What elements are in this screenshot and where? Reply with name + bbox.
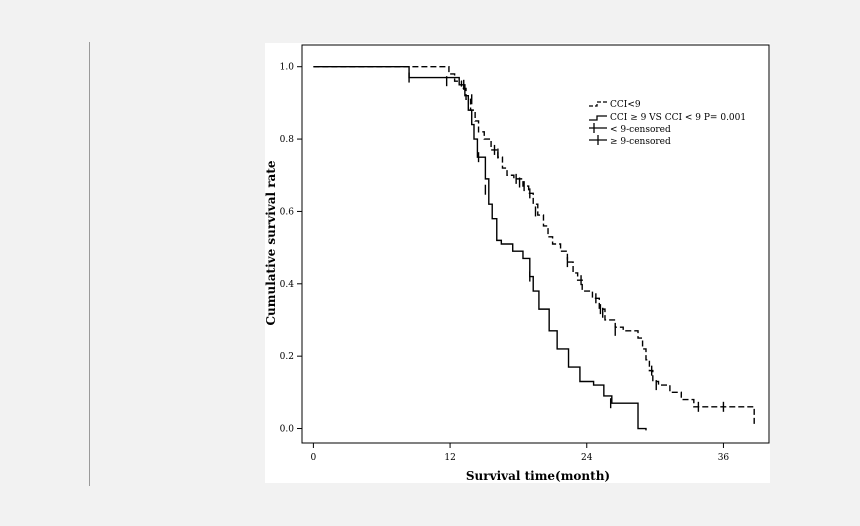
legend-label-cci-lt9: CCI<9 <box>610 100 641 110</box>
y-tick-label: 0.4 <box>280 280 295 290</box>
y-tick-label: 0.2 <box>280 352 294 362</box>
y-tick-label: 0.6 <box>280 207 295 217</box>
x-tick-label: 12 <box>444 453 455 463</box>
left-border-line <box>89 42 90 486</box>
legend-line-cci-lt9 <box>589 101 607 107</box>
x-tick-label: 24 <box>581 453 593 463</box>
legend-label-cens-ge9: ≥ 9-censored <box>610 137 671 147</box>
legend-line-cci-ge9 <box>589 115 607 121</box>
plot-frame <box>301 44 770 444</box>
y-tick-label: 0.0 <box>280 425 295 435</box>
legend-marker-cens-lt9 <box>589 123 607 133</box>
x-tick-label: 36 <box>718 453 730 463</box>
survival-curves <box>313 66 755 431</box>
censor-markers <box>408 72 725 412</box>
curve-cci-lt9 <box>313 66 755 425</box>
chart-figure: 0 12 24 36 0.0 0.2 0.4 0.6 0.8 1.0 Survival time… <box>265 43 770 483</box>
y-axis-label: Cumulative survival rate <box>265 160 278 325</box>
y-axis-ticks: 0.0 0.2 0.4 0.6 0.8 1.0 <box>280 63 302 435</box>
x-axis-label: Survival time(month) <box>466 469 610 483</box>
legend-label-cens-lt9: < 9-censored <box>610 125 671 135</box>
curve-cci-ge9 <box>313 66 647 431</box>
legend-marker-cens-ge9 <box>589 135 607 145</box>
x-tick-label: 0 <box>311 453 317 463</box>
x-axis-ticks: 0 12 24 36 <box>311 443 730 463</box>
y-tick-label: 0.8 <box>280 135 295 145</box>
legend-label-cci-ge9: CCI ≥ 9 VS CCI < 9 P= 0.001 <box>610 113 746 123</box>
km-survival-chart: 0 12 24 36 0.0 0.2 0.4 0.6 0.8 1.0 Survival time… <box>265 44 770 483</box>
legend: CCI<9 CCI ≥ 9 VS CCI < 9 P= 0.001 < 9-ce… <box>589 100 746 147</box>
y-tick-label: 1.0 <box>280 63 295 73</box>
